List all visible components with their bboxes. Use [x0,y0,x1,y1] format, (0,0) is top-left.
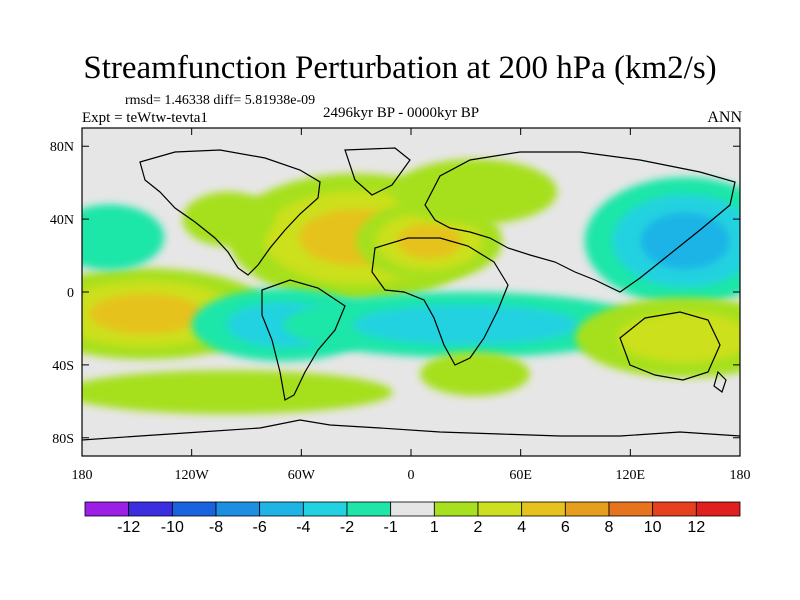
y-tick-label: 80S [52,432,74,447]
colorbar-box [259,501,304,517]
anomaly-contour [82,370,393,415]
anomaly-cell-10 [420,352,530,396]
colorbar-box [608,501,654,517]
axis-layer: 180 120W 60W 0 60E 120E 180 80N 40N 0 40S 80S [50,128,751,483]
anomaly-cell-8 [392,158,558,225]
anomaly-contour [82,204,165,271]
anomaly-contour [617,312,740,363]
x-tick-label: 60W [288,468,316,483]
anomaly-cell-9 [82,370,393,415]
colorbar-box [171,501,217,517]
colorbar: -12 -10 -8 -6 -4 -2 -1 1 2 4 6 8 10 12 [84,501,741,536]
coastline-south-america [261,279,346,401]
season-text: ANN [707,109,742,126]
colorbar-label: -2 [340,519,354,536]
colorbar-label: 1 [430,519,439,536]
colorbar-box [433,501,479,517]
anomaly-cell-0 [82,268,274,360]
anomaly-cell-3 [584,177,740,305]
anomaly-cell-7 [575,297,740,378]
colorbar-label: 2 [474,519,483,536]
period-text: 2496kyr BP - 0000kyr BP [323,105,480,121]
anomaly-contour [396,223,462,259]
coastline-new-zealand [713,370,727,393]
colorbar-label: -1 [384,519,398,536]
y-tick-label: 80N [50,140,74,155]
colorbar-label: -6 [253,519,267,536]
coastline-australia [619,311,721,381]
colorbar-label: -4 [296,519,310,536]
colorbar-box [84,501,130,517]
colorbar-box [390,501,435,517]
colorbar-label: 6 [561,519,570,536]
coastline-greenland [344,147,411,196]
colorbar-label: 8 [605,519,614,536]
anomaly-contour [353,304,579,345]
anomaly-contour [89,293,203,335]
anomaly-cell-4 [82,204,165,271]
colorbar-box [652,501,697,517]
anomaly-layer [82,158,740,415]
x-tick-label: 120E [616,468,646,483]
stats-text: rmsd= 1.46338 diff= 5.81938e-09 [125,93,316,108]
coastline-antarctica [82,419,740,441]
coastline-layer [82,147,740,441]
colorbar-label: 12 [687,519,705,536]
anomaly-cell-6 [283,292,649,358]
y-tick-label: 40S [52,359,74,374]
colorbar-box [477,501,523,517]
colorbar-label: -12 [117,519,140,536]
colorbar-box [302,501,348,517]
colorbar-box [564,501,610,517]
colorbar-label: -10 [161,519,184,536]
anomaly-contour [640,212,730,270]
colorbar-box [215,501,261,517]
x-tick-label: 0 [408,468,415,483]
colorbar-box [521,501,566,517]
chart-title: Streamfunction Perturbation at 200 hPa (… [83,50,717,86]
x-tick-label: 180 [72,468,93,483]
colorbar-box [346,501,392,517]
x-tick-label: 180 [730,468,751,483]
coastline-eurasia [424,151,736,293]
anomaly-cell-11 [182,191,274,247]
colorbar-label: 10 [644,519,662,536]
colorbar-label: 4 [517,519,526,536]
colorbar-box [695,501,741,517]
anomaly-contour [182,191,274,247]
anomaly-contour [420,352,530,396]
colorbar-label: -8 [209,519,223,536]
anomaly-contour [392,158,558,225]
coastline-africa [371,237,509,366]
x-tick-label: 120W [175,468,210,483]
y-tick-label: 40N [50,213,74,228]
x-tick-label: 60E [509,468,532,483]
colorbar-box [128,501,173,517]
y-tick-label: 0 [67,286,74,301]
experiment-text: Expt = teWtw-tevta1 [82,110,208,126]
coastline-north-america [139,149,321,276]
